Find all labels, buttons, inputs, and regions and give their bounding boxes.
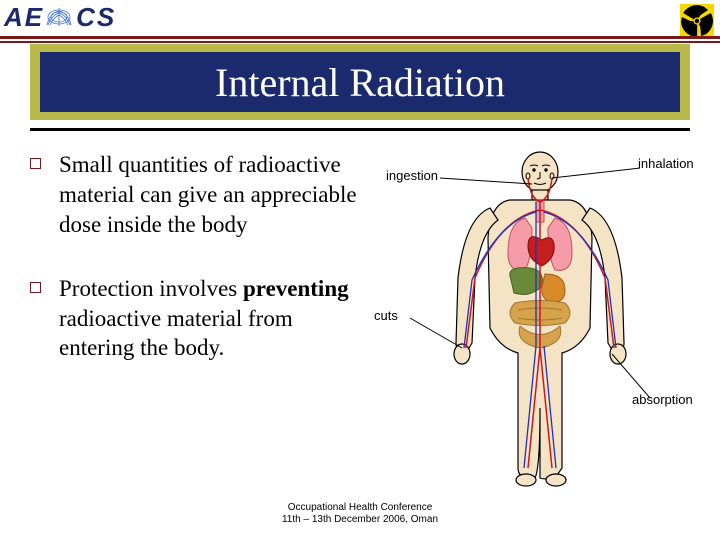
footer: Occupational Health Conference 11th – 13… bbox=[0, 502, 720, 526]
list-item: Protection involves preventing radioacti… bbox=[30, 274, 370, 364]
bullet-text: Small quantities of radioactive material… bbox=[59, 150, 370, 240]
title-underline bbox=[30, 128, 690, 131]
header: A E C S bbox=[0, 0, 720, 40]
logo: A E C S bbox=[4, 2, 114, 33]
logo-letter-s: S bbox=[97, 2, 114, 33]
bullet-text: Protection involves preventing radioacti… bbox=[59, 274, 370, 364]
figure-label-absorption: absorption bbox=[632, 392, 693, 407]
bullet-list: Small quantities of radioactive material… bbox=[30, 150, 370, 397]
figure-label-cuts: cuts bbox=[374, 308, 398, 323]
footer-line2: 11th – 13th December 2006, Oman bbox=[0, 514, 720, 526]
figure-label-ingestion: ingestion bbox=[386, 168, 438, 183]
header-rule bbox=[0, 36, 720, 43]
bullet-marker-icon bbox=[30, 282, 41, 293]
logo-letter-e: E bbox=[25, 2, 42, 33]
page-title: Internal Radiation bbox=[215, 59, 505, 106]
title-band: Internal Radiation bbox=[30, 44, 690, 120]
footer-line1: Occupational Health Conference bbox=[0, 502, 720, 514]
anatomy-figure: ingestion inhalation cuts absorption bbox=[380, 148, 700, 488]
logo-letter-c: C bbox=[76, 2, 95, 33]
logo-emblem-icon bbox=[44, 3, 74, 33]
logo-letter-a: A bbox=[4, 2, 23, 33]
bullet-marker-icon bbox=[30, 158, 41, 169]
radiation-icon bbox=[680, 4, 714, 38]
figure-label-inhalation: inhalation bbox=[638, 156, 694, 171]
title-band-inner: Internal Radiation bbox=[40, 52, 680, 112]
list-item: Small quantities of radioactive material… bbox=[30, 150, 370, 240]
